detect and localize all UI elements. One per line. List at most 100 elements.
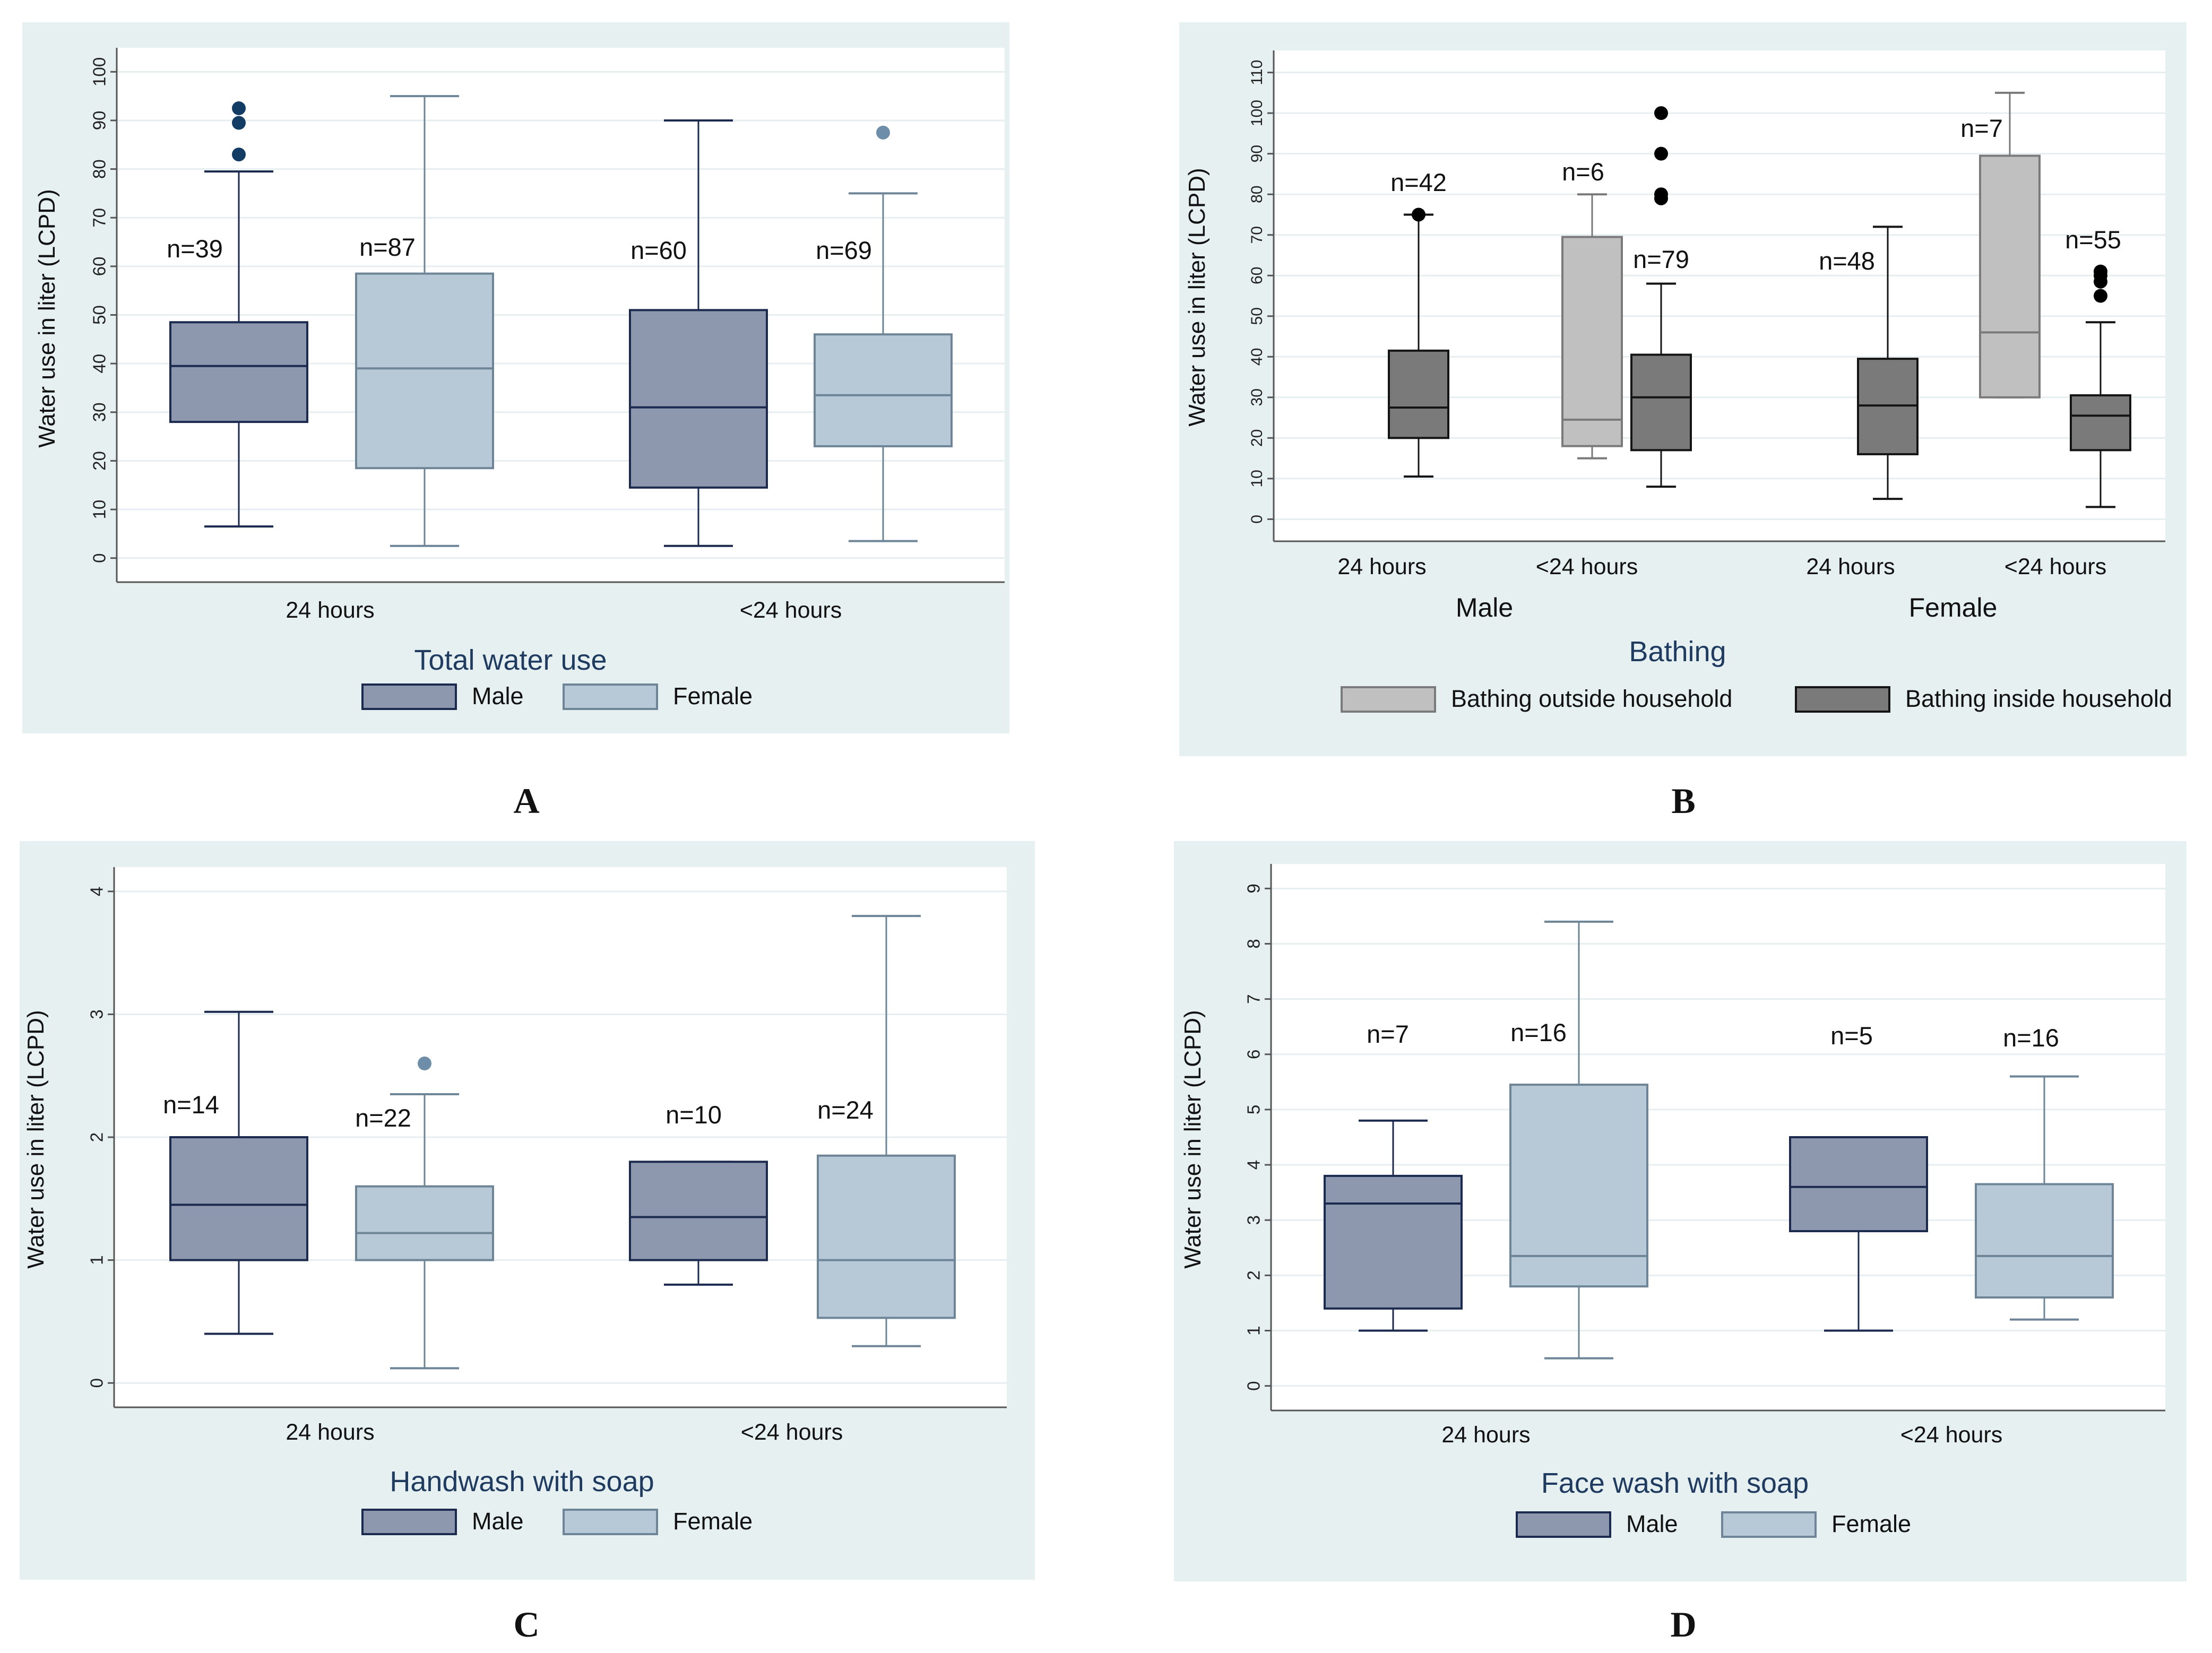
panel-C: 0 1 2 3 4 Water use in liter (LCPD) n=14 n=22 n=… (20, 841, 1035, 1645)
box-0: n=42 (1388, 168, 1449, 478)
n-label: n=60 (630, 236, 687, 264)
box-3: n=48 (1819, 226, 1919, 500)
box-iqr (817, 1154, 956, 1319)
y-tick-label: 2 (87, 1132, 107, 1142)
y-tick-label: 50 (1248, 307, 1266, 325)
x-category-label: 24 hours (1806, 554, 1895, 579)
legend-title: Total water use (414, 644, 607, 676)
box-2: n=5 (1789, 1022, 1928, 1332)
y-tick-label: 3 (87, 1009, 107, 1019)
box-2: n=60 (629, 119, 768, 547)
legend-swatch (563, 1509, 658, 1535)
panel-D: 0 1 2 3 4 5 6 7 8 9 Water use in liter (LCPD) n=7 n=… (1174, 841, 2187, 1645)
x-group-label: Male (1456, 593, 1513, 622)
legend-label: Male (1626, 1510, 1678, 1537)
outlier-point (2094, 289, 2107, 303)
outlier-point (1412, 207, 1425, 222)
panel-letter: D (1670, 1604, 1696, 1645)
x-category-label: 24 hours (286, 598, 374, 623)
box-2: n=79 (1630, 106, 1692, 488)
n-label: n=24 (817, 1096, 874, 1124)
y-tick-label: 0 (90, 553, 109, 563)
y-tick-label: 10 (90, 500, 109, 520)
y-tick-label: 40 (1248, 348, 1266, 366)
legend-swatch (361, 683, 457, 710)
legend-label: Female (673, 1508, 753, 1535)
y-tick-label: 0 (87, 1378, 107, 1388)
n-label: n=48 (1819, 247, 1875, 275)
panel-letter: C (513, 1604, 539, 1645)
y-tick-label: 9 (1244, 884, 1264, 893)
y-tick-label: 70 (1248, 226, 1266, 244)
n-label: n=5 (1830, 1022, 1873, 1050)
panel-A: 0 10 20 30 40 50 60 70 80 90 100 Water use in liter… (22, 22, 1009, 821)
n-label: n=87 (359, 233, 416, 261)
box-iqr (1789, 1136, 1928, 1233)
n-label: n=39 (167, 235, 223, 263)
legend-title: Handwash with soap (390, 1466, 654, 1498)
x-category-label: 24 hours (286, 1420, 374, 1445)
box-3: n=24 (817, 915, 956, 1347)
y-tick-label: 110 (1248, 60, 1266, 85)
legend-label: Male (472, 1508, 524, 1535)
panel-B: 0 10 20 30 40 50 60 70 80 90 100 110 Water use in li… (1179, 22, 2187, 821)
box-4: n=7 (1960, 91, 2041, 399)
box-iqr (1324, 1174, 1463, 1310)
y-tick-label: 7 (1244, 994, 1264, 1003)
y-axis-label: Water use in liter (LCPD) (1184, 168, 1210, 426)
n-label: n=42 (1390, 168, 1447, 196)
y-tick-label: 0 (1244, 1381, 1264, 1390)
plot-area (1271, 864, 2165, 1410)
n-label: n=22 (355, 1104, 411, 1132)
y-tick-label: 80 (90, 159, 109, 179)
x-category-label: <24 hours (1900, 1422, 2002, 1448)
box-iqr (629, 309, 768, 489)
y-tick-label: 70 (90, 208, 109, 228)
legend-swatch (361, 1509, 457, 1535)
y-tick-label: 20 (1248, 429, 1266, 447)
y-tick-label: 4 (1244, 1160, 1264, 1170)
legend-title: Bathing (1629, 636, 1726, 668)
y-tick-label: 40 (90, 354, 109, 374)
y-tick-label: 10 (1248, 470, 1266, 487)
y-tick-label: 100 (1248, 100, 1266, 126)
outlier-point (876, 125, 890, 140)
y-tick-label: 1 (87, 1255, 107, 1265)
box-1: n=16 (1509, 920, 1648, 1360)
y-tick-label: 90 (90, 111, 109, 131)
n-label: n=10 (666, 1101, 722, 1129)
y-tick-label: 1 (1244, 1326, 1264, 1335)
box-2: n=10 (629, 1101, 768, 1286)
box-iqr (1630, 353, 1692, 452)
x-group-label: Female (1909, 593, 1998, 622)
y-axis-label: Water use in liter (LCPD) (1180, 1010, 1206, 1268)
x-category-label: <24 hours (2004, 554, 2106, 579)
box-iqr (169, 1136, 308, 1261)
panel-letter: A (513, 781, 539, 821)
y-tick-label: 50 (90, 305, 109, 325)
box-0: n=39 (167, 101, 308, 528)
box-0: n=14 (163, 1010, 308, 1335)
box-iqr (1509, 1084, 1648, 1288)
y-axis-label: Water use in liter (LCPD) (23, 1010, 49, 1268)
box-iqr (814, 333, 953, 447)
legend-title: Face wash with soap (1541, 1467, 1809, 1499)
n-label: n=14 (163, 1091, 219, 1119)
box-iqr (355, 272, 494, 470)
outlier-point (232, 116, 246, 130)
box-iqr (2070, 394, 2131, 452)
box-3: n=69 (814, 125, 953, 542)
outlier-point (1654, 146, 1668, 161)
legend-swatch (1516, 1511, 1611, 1538)
y-tick-label: 4 (87, 887, 107, 896)
legend-label: Female (1831, 1510, 1911, 1537)
n-label: n=55 (2065, 226, 2121, 254)
legend-swatch (1341, 686, 1436, 713)
y-tick-label: 60 (90, 257, 109, 276)
legend-swatch (1721, 1511, 1817, 1538)
n-label: n=6 (1562, 158, 1604, 186)
n-label: n=79 (1633, 245, 1689, 273)
x-category-label: 24 hours (1441, 1422, 1530, 1448)
y-tick-label: 90 (1248, 145, 1266, 162)
box-iqr (1388, 349, 1449, 439)
